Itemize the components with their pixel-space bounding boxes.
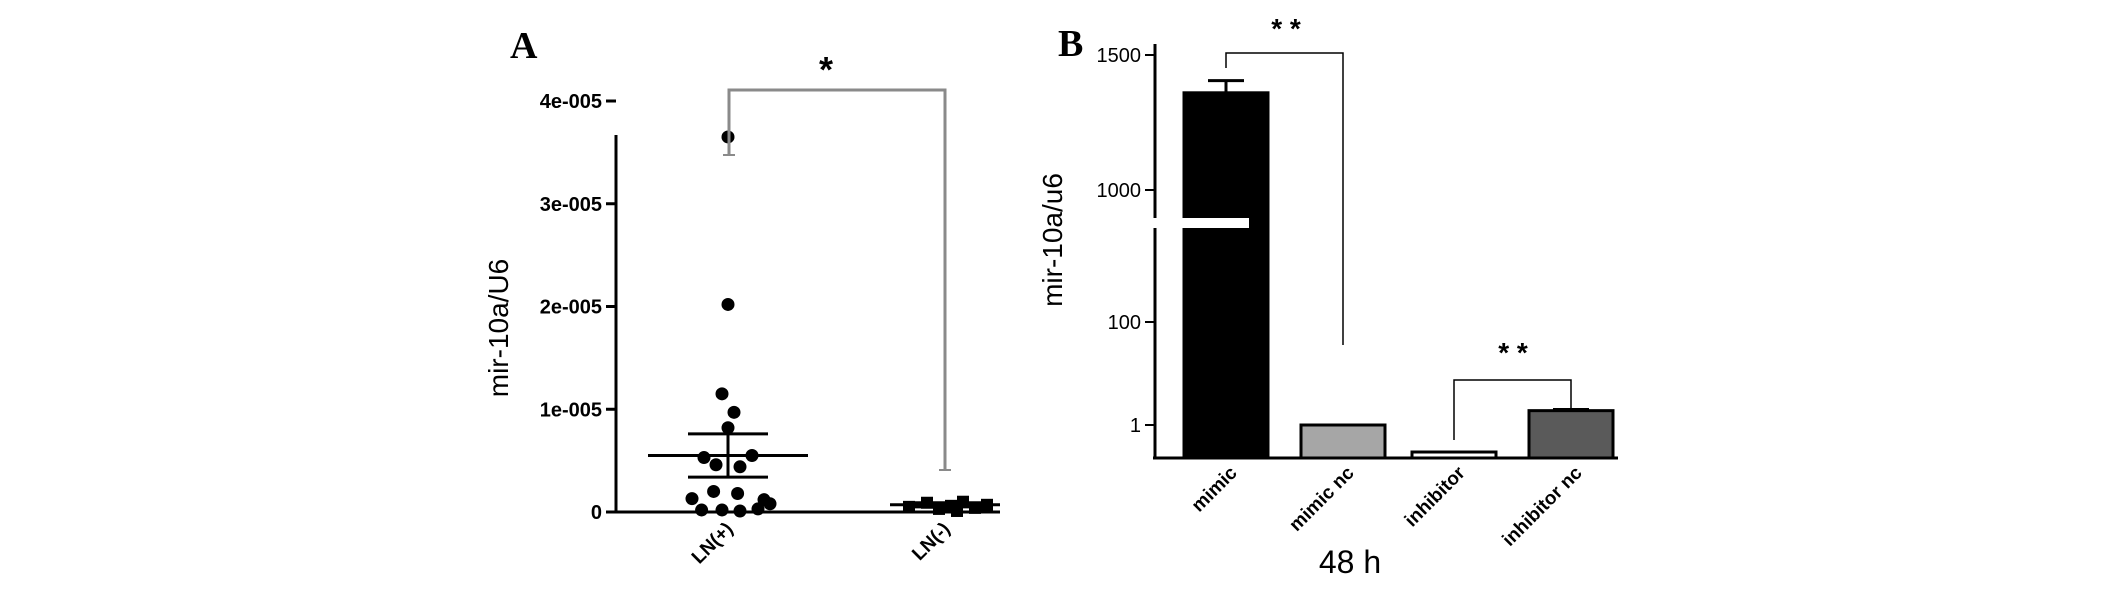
panel-a-y-tick-label: 0 — [591, 502, 602, 524]
panel-b-x-axis-label: 48 h — [1319, 544, 1381, 580]
panel-a-x-ticks: LN(+) LN(-) — [688, 519, 955, 569]
panel-a-data-point — [727, 405, 741, 419]
panel-b-bar — [1410, 450, 1498, 460]
panel-a-letter: A — [510, 25, 538, 67]
panel-a-x-tick-label: LN(-) — [908, 519, 954, 565]
panel-a-data-point — [751, 502, 765, 516]
panel-b-letter: B — [1058, 23, 1083, 65]
panel-a-data-point — [715, 387, 729, 401]
panel-a-y-tick-label: 4e-005 — [540, 91, 602, 113]
panel-a-data-point — [731, 487, 745, 501]
panel-b-y-tick-label: 1500 — [1097, 45, 1142, 67]
panel-a-data-point — [933, 502, 945, 515]
panel-a-data-point — [707, 484, 721, 498]
panel-b-y-axis-label: mir-10a/u6 — [1037, 173, 1068, 307]
panel-b-bars — [1149, 79, 1615, 460]
panel-b-y-ticks: 1 100 1000 1500 — [1097, 45, 1155, 437]
panel-a-data-point — [763, 497, 777, 511]
panel-a-data-point — [697, 451, 711, 465]
panel-b-x-tick-label: mimic nc — [1285, 462, 1358, 535]
panel-a-significance-bracket: * — [723, 49, 951, 471]
panel-b-x-ticks: mimic mimic nc inhibitor inhibitor nc — [1188, 462, 1587, 550]
panel-b-x-tick-label: mimic — [1188, 462, 1242, 516]
panel-a-significance-label: * — [819, 49, 833, 90]
panel-a-data-point — [685, 492, 699, 506]
panel-a-data-point — [709, 458, 723, 472]
panel-a-data-point — [733, 504, 747, 518]
panel-a-data-point — [733, 460, 747, 474]
panel-b-bar — [1299, 423, 1387, 460]
panel-a-y-tick-label: 2e-005 — [540, 297, 602, 319]
panel-b-chart: B mir-10a/u6 1 100 1000 1500 mimic mimic nc i… — [1037, 13, 1618, 580]
panel-a-data-point — [695, 503, 709, 517]
panel-b-y-tick-label: 100 — [1108, 312, 1141, 334]
panel-b-y-tick-label: 1000 — [1097, 180, 1142, 202]
panel-b-significance-brackets: * * * * — [1225, 13, 1572, 440]
panel-a-y-axis-label: mir-10a/U6 — [483, 259, 514, 397]
panel-a-y-tick-label: 3e-005 — [540, 194, 602, 216]
panel-b-significance-label-2: * * — [1498, 337, 1528, 368]
panel-b-significance-label-1: * * — [1271, 13, 1301, 44]
panel-b-bar — [1182, 91, 1270, 460]
panel-b-y-tick-label: 1 — [1130, 415, 1141, 437]
panel-b-x-tick-label: inhibitor — [1401, 462, 1470, 531]
panel-b-x-tick-label: inhibitor nc — [1499, 462, 1587, 550]
panel-a-data-point — [721, 297, 735, 311]
panel-a-data-point — [721, 421, 735, 435]
panel-a-y-ticks: 0 1e-005 2e-005 3e-005 4e-005 — [540, 91, 616, 524]
panel-a-y-tick-label: 1e-005 — [540, 399, 602, 421]
panel-a-data-point — [715, 503, 729, 517]
panel-a-points — [648, 130, 1000, 518]
panel-b-bar — [1527, 409, 1615, 460]
panel-b-axis-break — [1149, 218, 1249, 228]
panel-a-x-tick-label: LN(+) — [688, 519, 738, 569]
panel-a-chart: A mir-10a/U6 0 1e-005 2e-005 3e-005 4e-005 L… — [483, 25, 1000, 568]
